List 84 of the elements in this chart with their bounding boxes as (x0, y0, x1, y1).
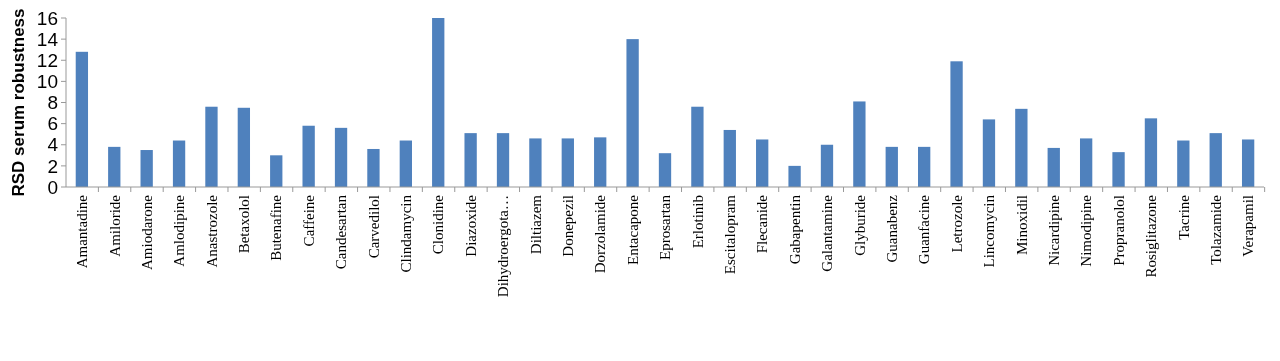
y-tick-label: 10 (36, 71, 58, 93)
x-tick-label: Caffeine (300, 194, 317, 247)
y-tick-label: 12 (36, 49, 58, 71)
x-tick-label: Rosiglitazone (1143, 194, 1160, 278)
y-tick-label: 0 (47, 176, 58, 198)
bar (756, 139, 769, 187)
x-tick-label: Erlotinib (689, 195, 706, 249)
bar (108, 146, 121, 187)
bar (496, 133, 510, 187)
x-tick-label: Amlodipine (171, 194, 188, 267)
bar (1144, 118, 1158, 187)
x-tick-label: Donepezil (560, 195, 577, 257)
bar (820, 144, 834, 187)
bar (237, 107, 251, 187)
bar (302, 125, 315, 187)
bar (658, 153, 672, 187)
bar (918, 146, 931, 187)
x-tick-label: Dorzolamide (592, 194, 609, 274)
x-tick-label: Tacrine (1175, 194, 1192, 240)
bar (1047, 147, 1060, 187)
x-tick-label: Lincomycin (981, 194, 998, 268)
y-axis-title: RSD serum robustness (9, 8, 28, 197)
y-tick-label: 2 (47, 155, 58, 177)
x-tick-label: Guanabenz (884, 194, 901, 263)
x-tick-label: Escitalopram (722, 194, 739, 275)
bar (1079, 138, 1093, 187)
x-tick-label: Minoxidil (1013, 195, 1030, 256)
x-tick-label: Candesartan (333, 194, 350, 270)
bar (1241, 139, 1255, 187)
x-tick-label: Diltiazem (527, 194, 544, 255)
x-tick-label: Eprosartan (657, 194, 674, 260)
bar (464, 133, 477, 187)
bar (140, 150, 153, 187)
bar (205, 106, 218, 187)
x-tick-label: Clindamycin (398, 194, 415, 273)
bar (334, 127, 348, 187)
bar (1112, 152, 1125, 187)
bar (723, 129, 736, 187)
bar (594, 137, 607, 187)
x-tick-label: Amantadine (74, 194, 91, 269)
bar (1209, 133, 1222, 187)
bar (1015, 108, 1028, 187)
bar (853, 101, 866, 187)
x-tick-label: Amiloride (106, 194, 123, 257)
bar (885, 146, 898, 187)
bar (788, 165, 801, 187)
x-tick-label: Letrozole (948, 194, 965, 253)
bar (432, 18, 445, 187)
y-tick-label: 16 (36, 7, 58, 29)
x-tick-label: Flecanide (754, 194, 771, 254)
y-tick-label: 8 (47, 92, 58, 114)
x-tick-label: Betaxolol (236, 195, 253, 254)
x-tick-label: Anastrozole (203, 194, 220, 268)
bar (172, 140, 186, 187)
x-tick-label: Dihydroergota… (495, 195, 512, 298)
x-tick-label: Carvedilol (365, 195, 382, 259)
x-tick-label: Gabapentin (786, 194, 803, 265)
y-tick-label: 6 (47, 113, 58, 135)
x-tick-label: Nimodipine (1078, 194, 1095, 267)
bar (982, 119, 996, 187)
bar (75, 51, 89, 187)
x-tick-label: Butenafine (268, 194, 285, 261)
bar (270, 155, 283, 187)
x-tick-label: Amiodarone (138, 194, 155, 270)
bar (691, 106, 704, 187)
bar (561, 138, 574, 187)
x-tick-label: Glyburide (851, 194, 868, 256)
x-tick-label: Galantamine (819, 194, 836, 272)
bar (950, 61, 963, 187)
bar (1177, 140, 1190, 187)
x-tick-label: Nicardipine (1046, 194, 1062, 266)
x-tick-label: Tolazamide (1207, 194, 1224, 265)
bar (399, 140, 412, 187)
x-tick-label: Guanfacine (916, 194, 933, 265)
bar (367, 148, 380, 187)
x-tick-label: Clonidine (430, 194, 447, 255)
x-tick-label: Entacapone (624, 194, 641, 265)
y-tick-label: 14 (36, 28, 59, 50)
bar (626, 39, 639, 187)
bar (529, 138, 542, 187)
x-tick-label: Propranolol (1110, 195, 1127, 266)
x-tick-label: Verapamil (1240, 195, 1257, 257)
y-tick-label: 4 (47, 134, 59, 156)
x-tick-label: Diazoxide (462, 194, 479, 257)
